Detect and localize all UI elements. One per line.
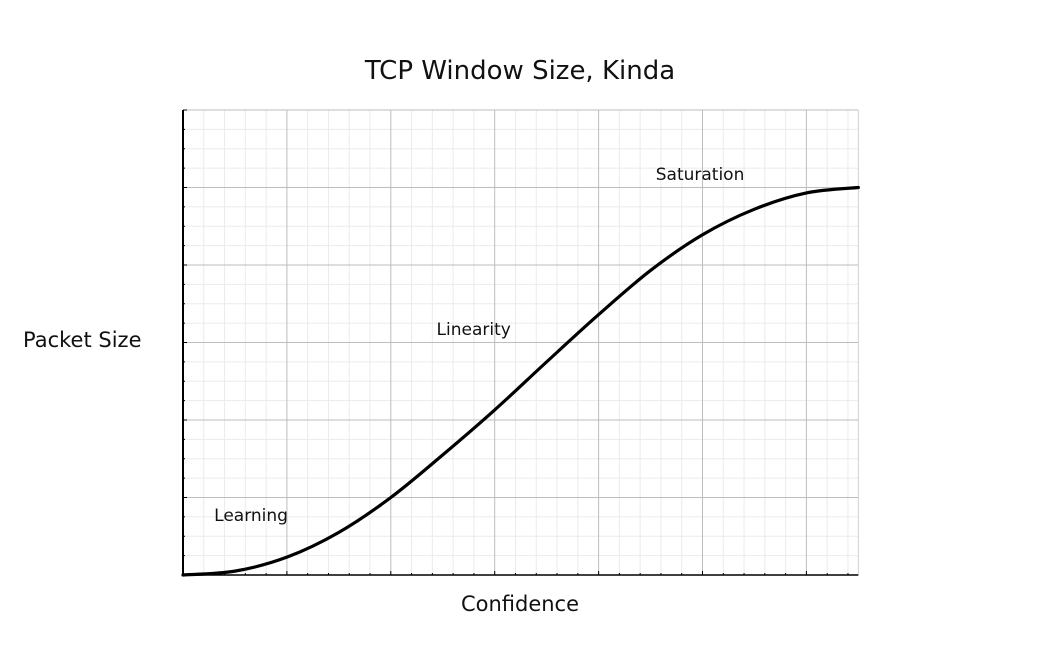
series-line [181,185,860,577]
annotation-linearity: Linearity [437,320,511,340]
x-axis-label: Confidence [460,592,580,616]
annotation-learning: Learning [214,506,288,526]
y-axis-label: Packet Size [23,328,142,352]
annotation-saturation: Saturation [656,165,745,185]
chart-title: TCP Window Size, Kinda [364,56,676,86]
